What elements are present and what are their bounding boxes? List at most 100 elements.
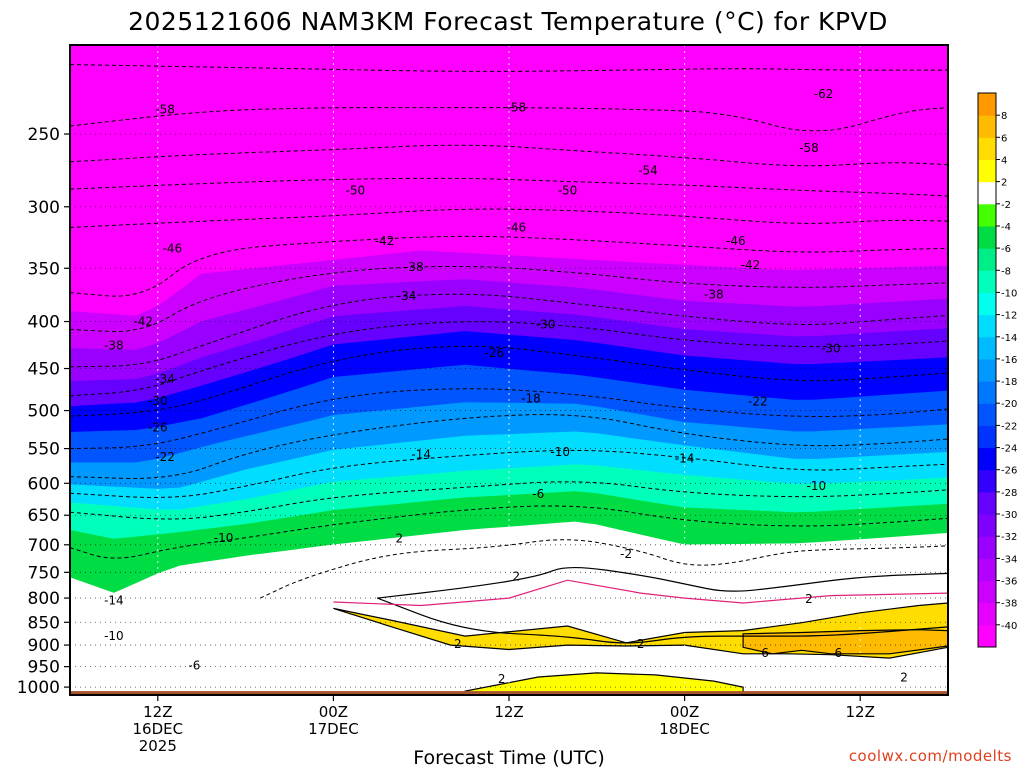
contour-label: -58 [155,102,175,116]
y-tick-label: 700 [28,536,60,556]
colorbar-label: -18 [1001,377,1017,388]
y-tick-label: 950 [28,658,60,678]
colorbar-swatch [978,624,996,648]
contour-label: 2 [498,672,506,686]
contour-label: 6 [761,646,769,660]
contour-label: -50 [558,184,578,198]
warm-region [464,672,744,695]
colorbar-label: -6 [1001,244,1011,255]
contour-label: -34 [397,289,417,303]
contour-line [377,566,948,599]
warm-region [742,629,948,655]
y-tick-label: 600 [28,474,60,494]
contour-label: -50 [346,184,366,198]
colorbar-swatch [978,115,996,138]
contour-label: -14 [675,452,695,466]
colorbar-swatch [978,203,996,227]
y-tick-label: 1000 [17,678,60,698]
colorbar-border [977,92,997,648]
colorbar-swatch [978,159,996,183]
colorbar-label: -20 [1001,399,1017,410]
x-axis-label: Forecast Time (UTC) [413,747,604,768]
contour-label: -26 [485,346,505,360]
colorbar-swatch [978,358,996,382]
y-tick-label: 500 [28,402,60,422]
contour-label: -58 [506,101,526,115]
contour-label: -46 [506,221,526,235]
contour-label: -22 [155,450,175,464]
contour-line [70,293,948,368]
contour-line [377,597,948,644]
colorbar-swatch [978,403,996,426]
y-tick-label: 750 [28,563,60,583]
contour-label: -58 [799,141,819,155]
contour-label: -18 [521,391,541,405]
y-tick-label: 450 [28,360,60,380]
contour-label: 2 [512,570,520,584]
colorbar-label: -4 [1001,222,1011,233]
contour-label: -46 [726,234,746,248]
contour-labels: -58 -58-62-54-58-50 -50-46-46-42 -46-38 -42-… [104,87,908,686]
contour-label: 2 [395,532,403,546]
contour-line [70,321,948,397]
colorbar-label: 8 [1001,111,1007,122]
x-tick-label: 12Z [143,703,172,721]
colorbar-swatch [978,226,996,249]
contour-label: -6 [532,487,544,501]
contour-line [70,235,948,297]
colorbar-label: -2 [1001,200,1011,211]
contour-label: -10 [104,629,124,643]
contour-label: -38 [104,339,124,353]
contour-label: -22 [748,395,768,409]
colorbar-swatch [978,491,996,515]
contour-line [70,481,948,520]
y-tick-label: 550 [28,440,60,460]
colorbar-swatch [978,270,996,293]
contour-label: 2 [805,592,813,606]
contour-label: -10 [806,479,826,493]
contour-label: 2 [454,637,462,651]
x-tick-label: 2025 [139,737,177,755]
contour-label: -2 [620,547,632,561]
y-tick-label: 850 [28,613,60,633]
contour-line [70,64,948,72]
colorbar-label: -28 [1001,488,1017,499]
temperature-band [70,543,948,695]
colorbar-label: -14 [1001,333,1017,344]
contour-lines [70,64,948,644]
contour-line [70,414,948,479]
colorbar-swatch [978,336,996,360]
credit-text: coolwx.com/modelts [849,747,1012,765]
colorbar-swatch [978,181,996,205]
contour-line [70,505,948,559]
colorbar-swatch [978,137,996,160]
contour-label: -62 [814,87,834,101]
y-tick-label: 250 [28,125,60,145]
colorbar-label: -16 [1001,355,1017,366]
x-tick-label: 17DEC [308,720,359,738]
colorbar-swatch [978,314,996,338]
contour-line [259,539,948,599]
colorbar-label: -12 [1001,311,1017,322]
y-tick-label: 300 [28,198,60,218]
colorbar-swatch [978,447,996,471]
colorbar-swatch [978,536,996,559]
ground-surface [70,691,948,695]
colorbar-label: -32 [1001,532,1017,543]
contour-label: -30 [821,342,841,356]
contour-line [70,449,948,498]
colorbar-swatch [978,93,996,116]
contour-label: -26 [148,421,168,435]
x-tick-label: 00Z [319,703,348,721]
contour-label: -42 [133,315,153,329]
colorbar-swatch [978,469,996,493]
colorbar-label: 2 [1001,178,1007,189]
colorbar-label: -10 [1001,288,1017,299]
contour-line [70,345,948,417]
colorbar-label: -24 [1001,444,1017,455]
y-axis: 250 300 350 400 450 500 550 600 650 700 750 800 850 9… [17,125,70,698]
colorbar-swatch [978,558,996,582]
x-tick-label: 00Z [670,703,699,721]
